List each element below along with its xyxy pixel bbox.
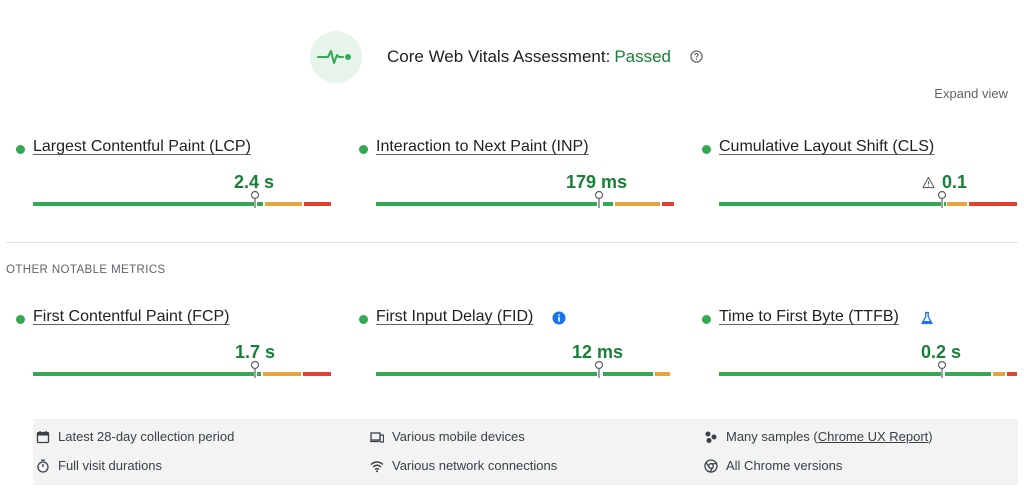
metric-value-fid: 12 ms (572, 342, 624, 362)
distribution-bar-fcp (33, 360, 331, 378)
distribution-bar-ttfb (719, 360, 1017, 378)
good-status-dot (359, 145, 368, 154)
footer-samples: Many samples (Chrome UX Report) (704, 429, 933, 444)
footer-samples-prefix: Many samples ( (726, 429, 818, 444)
metric-value-cls: 0.1 (942, 172, 968, 192)
distribution-bar-fid (376, 360, 674, 378)
distribution-bar-cls (719, 190, 1017, 208)
good-status-dot (359, 315, 368, 324)
good-status-dot (702, 145, 711, 154)
footer-chrome-versions-text: All Chrome versions (726, 458, 843, 473)
good-status-dot (16, 145, 25, 154)
metric-cls: Cumulative Layout Shift (CLS) 0.1 (702, 138, 1017, 218)
metric-name-lcp[interactable]: Largest Contentful Paint (LCP) (33, 138, 251, 155)
flask-icon[interactable] (920, 311, 934, 325)
percentile-marker-icon (937, 360, 947, 378)
footer-connections-text: Various network connections (392, 458, 558, 473)
distribution-bar-inp (376, 190, 674, 208)
calendar-icon (36, 430, 50, 443)
metric-value-lcp: 2.4 s (234, 172, 275, 192)
footer-visit-durations: Full visit durations (36, 458, 162, 473)
percentile-marker-icon (594, 360, 604, 378)
percentile-marker-icon (594, 190, 604, 208)
chrome-ux-report-link[interactable]: Chrome UX Report (817, 429, 929, 444)
metric-name-inp[interactable]: Interaction to Next Paint (INP) (376, 138, 589, 155)
percentile-marker-icon (250, 190, 260, 208)
warning-triangle-icon (922, 176, 935, 189)
wifi-icon (370, 460, 384, 472)
footer-connections: Various network connections (370, 458, 557, 473)
footer-collection-period: Latest 28-day collection period (36, 429, 234, 444)
chrome-icon (704, 458, 718, 473)
devices-icon (370, 431, 384, 443)
assessment-status-badge (310, 31, 362, 83)
metric-inp: Interaction to Next Paint (INP) 179 ms (359, 138, 674, 218)
percentile-marker-icon (250, 360, 260, 378)
metric-lcp: Largest Contentful Paint (LCP) 2.4 s (16, 138, 331, 218)
info-icon[interactable] (552, 311, 566, 325)
metric-name-ttfb[interactable]: Time to First Byte (TTFB) (719, 308, 899, 325)
distribution-bar-lcp (33, 190, 331, 208)
footer-devices-text: Various mobile devices (392, 429, 525, 444)
footer-visit-durations-text: Full visit durations (58, 458, 163, 473)
metric-name-fid[interactable]: First Input Delay (FID) (376, 308, 534, 325)
assessment-status: Passed (614, 47, 672, 66)
footer-devices: Various mobile devices (370, 429, 525, 444)
percentile-marker-icon (937, 190, 947, 208)
metric-value-ttfb: 0.2 s (921, 342, 962, 362)
assessment-title-text: Core Web Vitals Assessment: (387, 47, 611, 66)
metric-fcp: First Contentful Paint (FCP) 1.7 s (16, 308, 331, 388)
metric-value-fcp: 1.7 s (235, 342, 276, 362)
metric-name-fcp[interactable]: First Contentful Paint (FCP) (33, 308, 230, 325)
metric-ttfb: Time to First Byte (TTFB) 0.2 s (702, 308, 1017, 388)
metric-name-cls[interactable]: Cumulative Layout Shift (CLS) (719, 138, 935, 155)
data-source-footer: Latest 28-day collection period Full vis… (33, 419, 1018, 485)
pulse-icon (317, 50, 351, 64)
metric-value-inp: 179 ms (566, 172, 628, 192)
good-status-dot (702, 315, 711, 324)
metric-fid: First Input Delay (FID) 12 ms (359, 308, 670, 388)
samples-icon (705, 431, 717, 443)
section-divider (6, 242, 1018, 243)
help-circle-icon[interactable] (690, 50, 703, 63)
assessment-title: Core Web Vitals Assessment: Passed (387, 47, 671, 67)
footer-samples-suffix: ) (928, 429, 933, 444)
expand-view-button[interactable]: Expand view (934, 86, 1008, 101)
footer-collection-period-text: Latest 28-day collection period (58, 429, 235, 444)
other-metrics-heading: OTHER NOTABLE METRICS (6, 264, 166, 276)
footer-chrome-versions: All Chrome versions (704, 458, 842, 473)
good-status-dot (16, 315, 25, 324)
stopwatch-icon (37, 459, 49, 473)
